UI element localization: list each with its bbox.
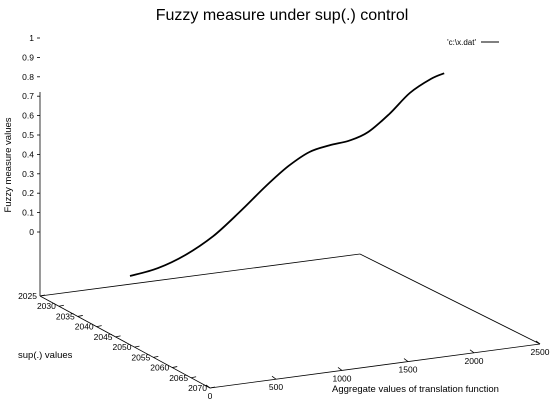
z-tick-label: 0.7 [22,91,34,101]
z-tick-label: 0.2 [22,188,34,198]
y-tick-label: 2045 [94,332,113,342]
y-tick-mark [96,325,102,328]
x-axis-ticks: 0 500 1000 1500 2000 2500 [205,340,550,401]
y-tick-label: 2065 [169,373,188,383]
x-tick-mark [271,375,277,380]
z-tick-label: 0.3 [22,169,34,179]
z-tick-label: 0.8 [22,72,34,82]
y-tick-mark [134,345,140,348]
x-tick-label: 1000 [333,373,352,383]
y-tick-label: 2050 [113,342,132,352]
z-tick-label: 0.5 [22,130,34,140]
y-tick-label: 2040 [75,322,94,332]
z-tick-label: 0.9 [22,52,34,62]
y-tick-label: 2070 [188,383,207,393]
x-tick-mark [535,340,541,345]
y-axis-label: sup(.) values [18,350,73,361]
y-tick-mark [39,294,46,297]
z-tick-label: 0.4 [22,149,34,159]
x-tick-label: 0 [208,391,213,401]
z-tick-label: 0.1 [22,208,34,218]
y-tick-label: 2060 [150,363,169,373]
z-axis-label: Fuzzy measure values [3,117,14,212]
legend-label: 'c:\x.dat' [447,38,476,47]
axis-frame [39,92,541,389]
z-tick-label: 0 [29,227,34,237]
x-tick-label: 500 [269,382,283,392]
series-layer [129,72,445,277]
y-tick-mark [172,366,178,368]
series-line [129,72,445,277]
z-tick-label: 0.6 [22,111,34,121]
y-tick-mark [77,315,83,317]
x-tick-label: 1500 [399,365,418,375]
x-tick-label: 2500 [531,347,550,357]
y-tick-label: 2030 [37,301,56,311]
legend: 'c:\x.dat' [447,38,499,47]
x-axis-line [209,343,541,389]
y-tick-mark [153,355,159,358]
x-tick-mark [403,358,409,362]
y-axis-line [39,295,211,389]
y-tick-mark [58,304,64,307]
z-axis-ticks: 0 0.1 0.2 0.3 0.4 0.5 0.6 0.7 0.8 0.9 1 [22,33,40,237]
y-tick-label: 2035 [56,311,75,321]
chart-title: Fuzzy measure under sup(.) control [156,7,409,24]
x-axis-label: Aggregate values of translation function [332,384,499,395]
y-tick-mark [191,376,197,379]
z-tick-label: 1 [29,33,34,43]
y-tick-label: 2055 [131,352,150,362]
x-tick-label: 2000 [465,356,484,366]
right-base-edge [359,253,541,345]
y-tick-mark [209,386,216,389]
y-tick-mark [115,335,121,338]
x-tick-mark [205,384,211,389]
x-tick-mark [469,349,475,354]
x-tick-mark [337,367,343,371]
back-base-edge [39,253,361,297]
y-tick-label: 2025 [18,291,37,301]
